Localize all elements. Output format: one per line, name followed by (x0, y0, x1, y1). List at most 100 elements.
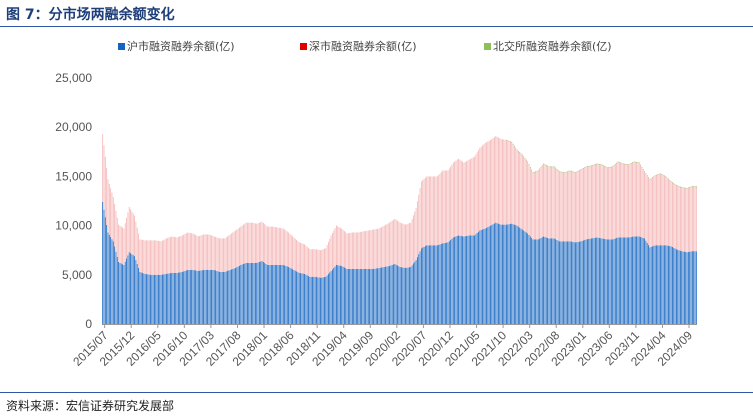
bar-sz (264, 224, 266, 263)
bar-sz (292, 236, 293, 270)
bar-sh (664, 245, 665, 324)
bar-sz (679, 186, 681, 251)
bar-sz (622, 163, 624, 238)
bar-sz (265, 225, 267, 264)
bar-sh (290, 268, 292, 324)
bar-sh (312, 276, 313, 324)
bar-sh (654, 245, 656, 324)
bar-sh (387, 266, 389, 324)
bar-sz (164, 239, 166, 275)
bar-bj (612, 166, 614, 168)
bar-sh (689, 251, 691, 324)
bar-sz (245, 222, 247, 263)
bar-sz (205, 234, 207, 270)
bar-sz (127, 212, 129, 256)
bar-sh (589, 238, 591, 324)
bar-sz (235, 230, 236, 268)
bar-bj (508, 140, 510, 142)
bar-sz (544, 164, 546, 237)
bar-sh (436, 245, 438, 324)
bar-sh (418, 254, 420, 324)
bar-sh (389, 265, 390, 324)
bar-sz (151, 240, 153, 275)
bar-sz (683, 187, 685, 252)
bar-sz (608, 167, 610, 240)
bar-sh (172, 272, 174, 324)
bar-bj (528, 164, 530, 165)
bar-sz (424, 177, 426, 247)
bar-bj (657, 174, 659, 175)
bar-sz (589, 165, 591, 239)
bar-sz (479, 147, 481, 231)
bar-sz (494, 137, 495, 224)
bar-sh (551, 238, 552, 324)
bar-sh (533, 239, 535, 324)
bar-sh (423, 246, 425, 324)
bar-sz (211, 235, 212, 270)
bar-sz (318, 249, 320, 278)
bar-sh (252, 262, 254, 324)
bar-sh (616, 237, 618, 324)
bar-sz (163, 239, 165, 275)
bar-sh (521, 229, 523, 324)
bar-sz (531, 169, 533, 238)
bar-bj (555, 167, 556, 169)
bar-sz (426, 176, 428, 246)
bar-sz (559, 171, 560, 242)
bar-sh (237, 266, 239, 324)
bar-sz (527, 161, 529, 234)
bar-sh (662, 245, 664, 324)
y-tick-label: 20,000 (55, 120, 92, 134)
bar-sz (191, 233, 193, 270)
bar-sz (597, 163, 599, 238)
bar-sz (277, 227, 279, 265)
bar-sz (123, 228, 125, 265)
bar-sz (209, 234, 211, 270)
bar-sh (553, 238, 555, 324)
bar-sh (115, 251, 117, 324)
bar-sh (657, 245, 659, 324)
bar-sh (591, 238, 592, 324)
bar-sz (504, 139, 506, 225)
bar-bj (568, 170, 570, 172)
bar-sh (592, 238, 594, 324)
bar-sz (681, 187, 683, 252)
bar-sz (310, 249, 312, 277)
bar-sz (382, 226, 384, 268)
bar-sz (604, 166, 606, 239)
bar-sh (604, 238, 606, 324)
source-note: 资料来源：宏信证券研究发展部 (6, 399, 175, 413)
bar-sz (561, 171, 563, 242)
bar-sz (541, 165, 543, 238)
bar-sh (694, 251, 696, 324)
bar-sz (274, 227, 276, 265)
bar-sh (515, 225, 517, 324)
bar-bj (596, 163, 598, 165)
bar-bj (691, 186, 693, 187)
bar-sh (337, 265, 339, 324)
bar-bj (524, 158, 526, 159)
bar-sh (399, 266, 401, 324)
bar-sz (458, 158, 460, 236)
bar-sh (402, 267, 404, 324)
bar-sz (269, 226, 271, 265)
bar-sz (594, 164, 596, 238)
bar-sh (296, 271, 297, 324)
bar-sz (601, 164, 603, 239)
bar-sh (148, 274, 150, 324)
bar-sz (398, 221, 400, 267)
bar-sz (143, 240, 145, 274)
bar-sh (262, 262, 264, 324)
bar-sh (478, 231, 479, 324)
bar-bj (653, 176, 655, 177)
bar-bj (549, 166, 551, 168)
bar-sz (610, 166, 612, 240)
bar-sh (183, 271, 185, 324)
bar-sh (547, 237, 548, 324)
bar-bj (646, 175, 648, 176)
bar-sz (342, 229, 344, 267)
bar-sh (124, 261, 126, 324)
bar-sh (173, 272, 175, 324)
bar-sh (475, 234, 477, 324)
bar-bj (521, 154, 523, 156)
